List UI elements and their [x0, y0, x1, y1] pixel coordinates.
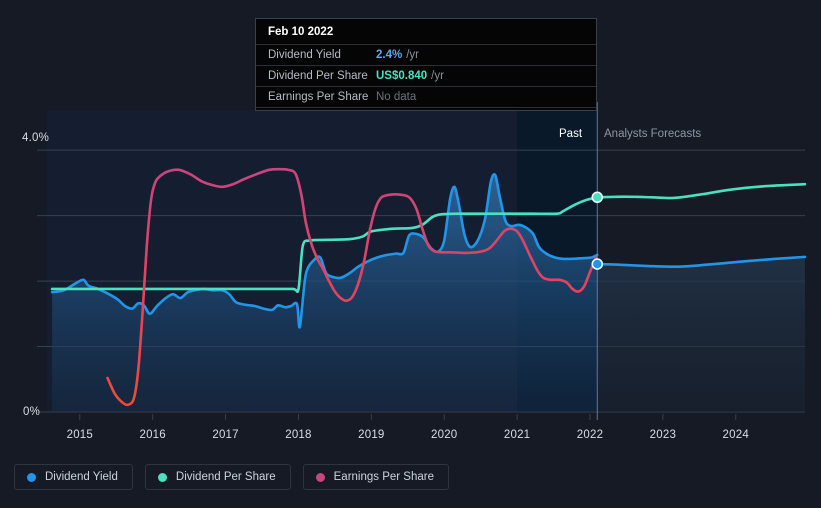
- x-axis-tick-2016: 2016: [123, 429, 183, 441]
- tooltip-rows: Dividend Yield2.4%/yrDividend Per ShareU…: [256, 44, 596, 108]
- y-axis-label-top: 4.0%: [22, 132, 49, 144]
- x-axis-tick-2019: 2019: [341, 429, 401, 441]
- legend-item-label: Earnings Per Share: [334, 471, 434, 483]
- x-axis-tick-2020: 2020: [414, 429, 474, 441]
- legend-item-dividend-per-share[interactable]: Dividend Per Share: [145, 464, 291, 490]
- x-axis-tick-2023: 2023: [633, 429, 693, 441]
- tooltip-row-key: Dividend Yield: [268, 49, 376, 61]
- tooltip-row-value: No data: [376, 91, 416, 103]
- analysts-forecasts-label: Analysts Forecasts: [604, 128, 701, 140]
- legend-item-label: Dividend Yield: [45, 471, 118, 483]
- y-axis-label-bottom: 0%: [23, 406, 40, 418]
- hover-tooltip: Feb 10 2022 Dividend Yield2.4%/yrDividen…: [255, 18, 597, 111]
- legend-item-label: Dividend Per Share: [176, 471, 276, 483]
- tooltip-date: Feb 10 2022: [256, 25, 596, 44]
- tooltip-row-0: Dividend Yield2.4% /yr: [256, 44, 596, 65]
- tooltip-row-key: Dividend Per Share: [268, 70, 376, 82]
- tooltip-row-unit: /yr: [431, 70, 444, 82]
- tooltip-row-unit: /yr: [406, 49, 419, 61]
- dividend-chart: 4.0% 0% 2015 2016 2017 2018 2019 2020 2021 2022…: [0, 0, 821, 508]
- chart-legend[interactable]: Dividend Yield Dividend Per Share Earnings…: [14, 464, 449, 490]
- x-axis-tick-2015: 2015: [50, 429, 110, 441]
- past-label: Past: [559, 128, 582, 140]
- legend-color-dot: [27, 473, 36, 482]
- x-axis-tick-2022: 2022: [560, 429, 620, 441]
- tooltip-row-value: US$0.840: [376, 70, 427, 82]
- tooltip-row-2: Earnings Per ShareNo data: [256, 86, 596, 108]
- x-axis-tick-2021: 2021: [487, 429, 547, 441]
- x-axis-tick-2017: 2017: [196, 429, 256, 441]
- legend-color-dot: [158, 473, 167, 482]
- tooltip-row-value: 2.4%: [376, 49, 402, 61]
- legend-color-dot: [316, 473, 325, 482]
- legend-item-dividend-yield[interactable]: Dividend Yield: [14, 464, 133, 490]
- tooltip-row-key: Earnings Per Share: [268, 91, 376, 103]
- tooltip-row-1: Dividend Per ShareUS$0.840/yr: [256, 65, 596, 86]
- x-axis-tick-2018: 2018: [268, 429, 328, 441]
- legend-item-earnings-per-share[interactable]: Earnings Per Share: [303, 464, 449, 490]
- x-axis-tick-2024: 2024: [706, 429, 766, 441]
